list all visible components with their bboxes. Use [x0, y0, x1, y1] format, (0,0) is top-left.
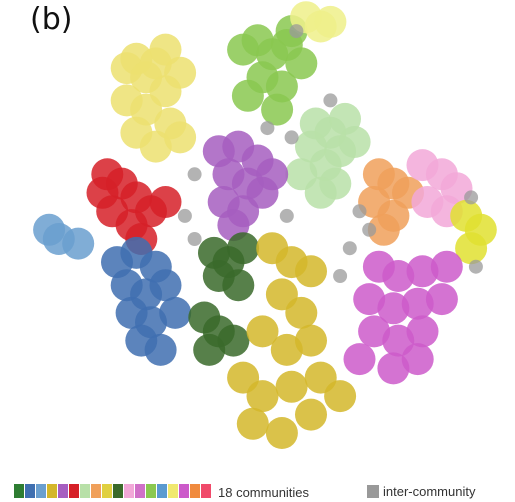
series-community-8	[33, 213, 95, 260]
point-community-14-5	[377, 292, 410, 325]
point-inter-community-2	[284, 130, 299, 145]
point-community-9-4	[222, 269, 255, 302]
series-community-5	[202, 130, 289, 242]
legend-swatch-3	[36, 483, 46, 498]
legend: 18 communities	[14, 483, 310, 501]
point-inter-community-4	[187, 167, 202, 182]
point-community-6-7	[86, 176, 119, 209]
legend-swatch-12	[135, 483, 145, 498]
legend-swatch-1	[14, 483, 24, 498]
point-community-1-11	[110, 84, 143, 117]
point-community-5-9	[256, 158, 289, 191]
point-inter-community-12	[464, 190, 479, 205]
legend-communities-label: 18 communities	[218, 484, 310, 500]
point-inter-community-13	[468, 259, 483, 274]
series-community-4	[285, 102, 371, 209]
panel-label: (b)	[30, 2, 73, 37]
point-community-7-10	[144, 333, 177, 366]
point-community-8-2	[62, 227, 95, 260]
point-community-14-7	[425, 283, 458, 316]
point-community-1-10	[149, 33, 182, 66]
point-community-7-8	[159, 296, 192, 329]
legend-swatch-5	[58, 483, 68, 498]
point-community-4-9	[304, 176, 337, 209]
legend-swatch-18	[201, 483, 211, 498]
point-community-4-8	[338, 126, 371, 158]
point-community-14-10	[406, 315, 439, 348]
legend-swatch-16	[179, 483, 189, 498]
legend-swatch-4	[47, 483, 57, 498]
series-community-11	[358, 158, 424, 246]
point-community-1-8	[139, 130, 172, 163]
point-inter-community-8	[342, 241, 357, 256]
point-community-10-5	[246, 315, 279, 348]
point-community-10-14	[295, 398, 327, 431]
point-community-2-7	[231, 79, 264, 112]
point-community-1-12	[164, 121, 197, 154]
series-community-3	[290, 1, 347, 43]
legend-swatch-8	[91, 483, 101, 498]
point-community-10-2	[295, 255, 327, 288]
point-inter-community-11	[362, 222, 377, 237]
point-community-10-15	[324, 380, 357, 413]
series-community-1	[110, 33, 197, 163]
point-community-14-1	[382, 260, 415, 292]
legend-inter-community-label: inter-community	[383, 484, 476, 499]
point-community-10-10	[275, 370, 308, 403]
point-inter-community-1	[323, 93, 338, 108]
scatter-plot	[33, 1, 497, 449]
point-community-9-2	[227, 232, 260, 265]
legend-swatch-17	[190, 483, 200, 498]
point-inter-community-10	[187, 232, 202, 246]
legend-swatch-11	[124, 483, 134, 498]
series-community-9	[188, 232, 260, 366]
point-inter-community-9	[333, 269, 348, 283]
point-community-7-5	[149, 269, 182, 302]
point-community-14-12	[401, 343, 434, 376]
point-community-10-6	[270, 333, 303, 366]
series-community-10	[227, 232, 357, 449]
point-community-9-8	[193, 333, 226, 366]
point-inter-community-7	[352, 204, 367, 219]
series-community-7	[101, 236, 192, 366]
legend-swatches	[14, 483, 212, 501]
point-community-9-7	[217, 324, 250, 357]
point-community-14-11	[377, 352, 410, 385]
legend-swatch-15	[168, 483, 178, 498]
series-community-2	[227, 15, 318, 126]
series-community-13	[450, 199, 497, 265]
point-community-14-8	[358, 315, 391, 348]
point-community-10-4	[285, 296, 318, 329]
point-community-1-9	[164, 56, 197, 89]
point-community-11-5	[367, 213, 400, 246]
point-community-14-4	[353, 283, 386, 316]
series-inter-community	[177, 24, 483, 283]
point-inter-community-5	[177, 208, 192, 223]
legend-swatch-7	[80, 483, 90, 498]
point-community-10-13	[265, 417, 298, 449]
point-community-13-2	[455, 232, 488, 265]
point-community-10-9	[246, 380, 279, 413]
legend-swatch-10	[113, 483, 123, 498]
legend-swatch-14	[157, 483, 167, 498]
point-community-14-2	[406, 255, 439, 288]
legend-inter-community-swatch	[367, 485, 379, 498]
legend-swatch-13	[146, 483, 156, 498]
series-community-14	[343, 250, 463, 385]
legend-swatch-9	[102, 483, 112, 498]
legend-swatch-6	[69, 483, 79, 498]
point-inter-community-0	[289, 24, 304, 39]
point-community-6-6	[149, 186, 182, 218]
legend-swatch-2	[25, 483, 35, 498]
point-community-10-7	[295, 324, 327, 357]
point-community-14-6	[401, 287, 434, 320]
point-community-2-4	[285, 47, 318, 80]
point-community-14-3	[430, 250, 463, 283]
point-community-3-2	[314, 5, 347, 38]
point-inter-community-3	[260, 121, 275, 136]
point-community-10-12	[236, 407, 269, 440]
point-community-14-13	[343, 343, 376, 376]
point-community-2-8	[261, 93, 294, 126]
point-inter-community-6	[279, 208, 294, 223]
